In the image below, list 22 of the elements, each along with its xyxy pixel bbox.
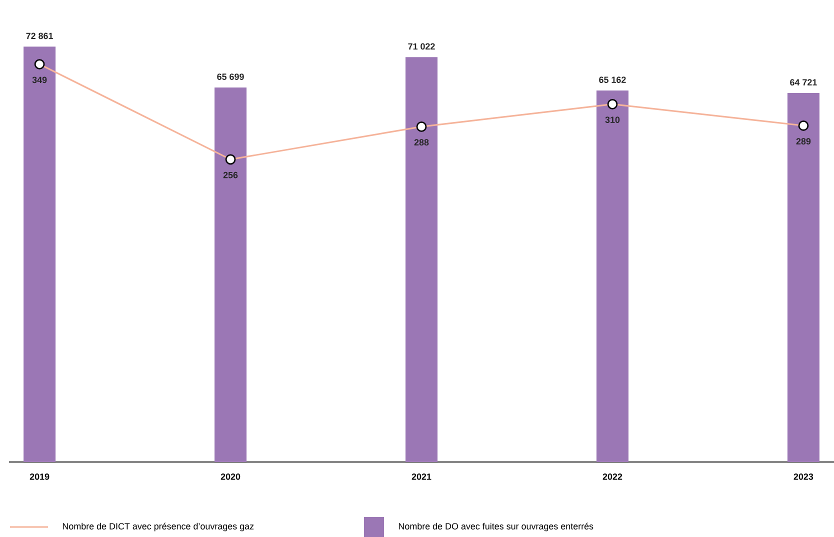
data-label: 310 <box>605 116 620 123</box>
x-tick-label: 2019 <box>30 473 50 480</box>
data-label: 65 162 <box>599 76 626 83</box>
data-label: 64 721 <box>790 79 817 86</box>
data-label: 65 699 <box>217 74 244 80</box>
data-label: 289 <box>796 138 811 144</box>
data-label: 256 <box>223 172 238 178</box>
data-label: 288 <box>414 139 429 146</box>
x-tick-label: 2020 <box>220 473 240 480</box>
bar <box>787 93 820 462</box>
x-tick-label: 2021 <box>412 473 432 480</box>
data-label: 349 <box>32 76 47 84</box>
bar <box>596 90 628 462</box>
legend-label: Nombre de DICT avec présence d’ouvrages gaz <box>62 522 254 532</box>
bar <box>24 46 56 462</box>
x-tick-label: 2022 <box>602 473 622 480</box>
legend-label: Nombre de DO avec fuites sur ouvrages enterrés <box>398 522 594 532</box>
x-tick-label: 2023 <box>794 473 814 480</box>
bar <box>214 87 247 462</box>
data-label: 71 022 <box>408 43 435 50</box>
data-label: 72 861 <box>26 32 54 40</box>
bar <box>406 57 438 462</box>
